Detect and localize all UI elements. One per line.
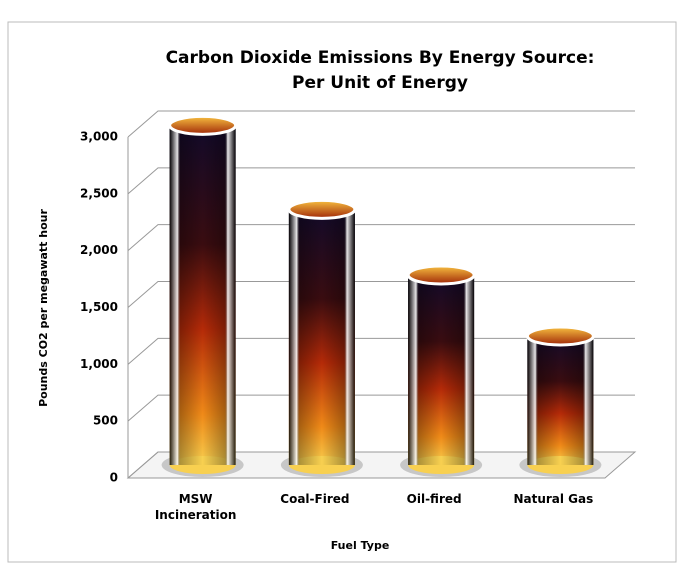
y-tick-label: 500	[93, 414, 118, 428]
chart-title: Per Unit of Energy	[292, 73, 468, 93]
grid-line	[127, 451, 635, 479]
bar-shade	[408, 274, 475, 465]
chart-title: Carbon Dioxide Emissions By Energy Sourc…	[166, 48, 595, 68]
bar-top	[525, 325, 595, 347]
y-tick-label: 3,000	[80, 130, 118, 144]
grid-line	[127, 224, 635, 252]
bar-shade	[288, 209, 355, 465]
y-tick-label: 1,000	[80, 357, 118, 371]
grid-line	[127, 394, 635, 422]
grid-line	[127, 110, 635, 138]
bar-top	[287, 198, 357, 220]
x-tick-label: Oil-fired	[406, 492, 462, 506]
y-tick-label: 2,000	[80, 243, 118, 257]
y-tick-label: 0	[110, 471, 118, 485]
bar-shade	[169, 125, 236, 465]
x-tick-label: MSW Incineration	[154, 492, 237, 522]
x-tick-label: Natural Gas	[513, 492, 594, 506]
grid-line	[127, 337, 635, 365]
frame	[7, 21, 677, 563]
bar-top	[406, 264, 476, 286]
bar-shade	[527, 335, 594, 465]
grid-line	[127, 281, 635, 308]
grid-line	[127, 167, 635, 195]
y-tick-label: 2,500	[80, 186, 118, 200]
x-tick-label: Coal-Fired	[280, 492, 350, 506]
y-axis-title: Pounds CO2 per megawatt hour	[37, 209, 50, 407]
y-tick-label: 1,500	[80, 300, 118, 314]
x-axis-title: Fuel Type	[331, 539, 390, 552]
bar-top	[168, 114, 238, 136]
